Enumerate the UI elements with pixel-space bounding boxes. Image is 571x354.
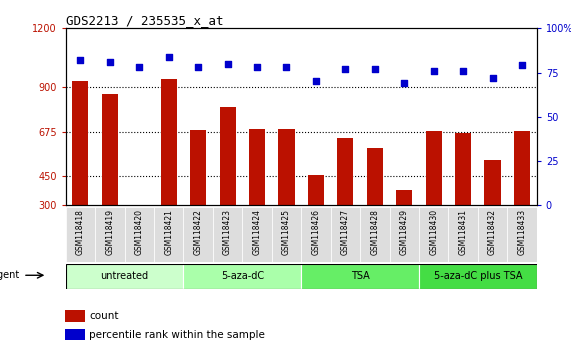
Text: GSM118429: GSM118429 <box>400 209 409 255</box>
Bar <box>66 264 183 289</box>
Bar <box>507 207 537 262</box>
Bar <box>160 79 177 205</box>
Bar <box>249 129 265 205</box>
Bar <box>73 81 89 205</box>
Bar <box>478 207 507 262</box>
Bar <box>389 207 419 262</box>
Bar <box>124 207 154 262</box>
Bar <box>183 207 213 262</box>
Text: percentile rank within the sample: percentile rank within the sample <box>89 330 266 340</box>
Text: agent: agent <box>0 270 19 280</box>
Point <box>164 54 173 59</box>
Point <box>341 66 350 72</box>
Text: GSM118426: GSM118426 <box>311 209 320 255</box>
Text: GDS2213 / 235535_x_at: GDS2213 / 235535_x_at <box>66 14 223 27</box>
Bar <box>272 207 301 262</box>
Bar <box>448 207 478 262</box>
Point <box>517 63 526 68</box>
Point <box>105 59 114 65</box>
Bar <box>337 138 353 205</box>
Point <box>76 57 85 63</box>
Point <box>252 64 262 70</box>
Bar <box>301 207 331 262</box>
Bar <box>396 190 412 205</box>
Bar <box>484 160 501 205</box>
Bar <box>65 310 85 322</box>
Bar <box>425 131 442 205</box>
Text: GSM118425: GSM118425 <box>282 209 291 255</box>
Point <box>282 64 291 70</box>
Bar <box>65 329 85 340</box>
Text: GSM118423: GSM118423 <box>223 209 232 255</box>
Text: GSM118427: GSM118427 <box>341 209 350 255</box>
Bar <box>95 207 124 262</box>
Point <box>429 68 439 74</box>
Text: 5-aza-dC plus TSA: 5-aza-dC plus TSA <box>433 272 522 281</box>
Text: GSM118430: GSM118430 <box>429 209 438 255</box>
Text: untreated: untreated <box>100 272 148 281</box>
Text: GSM118421: GSM118421 <box>164 209 173 255</box>
Point <box>488 75 497 81</box>
Text: GSM118418: GSM118418 <box>76 209 85 255</box>
Point <box>400 80 409 86</box>
Bar <box>102 94 118 205</box>
Bar <box>360 207 389 262</box>
Bar <box>183 264 301 289</box>
Bar <box>419 207 448 262</box>
Text: GSM118432: GSM118432 <box>488 209 497 255</box>
Bar <box>66 207 95 262</box>
Point <box>135 64 144 70</box>
Text: GSM118424: GSM118424 <box>252 209 262 255</box>
Bar <box>190 130 206 205</box>
Bar <box>242 207 272 262</box>
Bar <box>279 129 295 205</box>
Bar <box>154 207 183 262</box>
Text: GSM118431: GSM118431 <box>459 209 468 255</box>
Text: GSM118420: GSM118420 <box>135 209 144 255</box>
Point <box>223 61 232 67</box>
Text: 5-aza-dC: 5-aza-dC <box>221 272 264 281</box>
Point <box>194 64 203 70</box>
Point <box>459 68 468 74</box>
Point <box>370 66 379 72</box>
Bar <box>301 264 419 289</box>
Text: GSM118419: GSM118419 <box>105 209 114 255</box>
Text: count: count <box>89 312 119 321</box>
Text: GSM118433: GSM118433 <box>517 209 526 255</box>
Bar <box>455 132 471 205</box>
Bar <box>213 207 242 262</box>
Text: TSA: TSA <box>351 272 369 281</box>
Text: GSM118422: GSM118422 <box>194 209 203 255</box>
Bar <box>514 131 530 205</box>
Text: GSM118428: GSM118428 <box>371 209 379 255</box>
Bar <box>219 107 236 205</box>
Bar <box>419 264 537 289</box>
Point <box>311 79 320 84</box>
Bar <box>331 207 360 262</box>
Bar <box>367 148 383 205</box>
Bar <box>308 175 324 205</box>
